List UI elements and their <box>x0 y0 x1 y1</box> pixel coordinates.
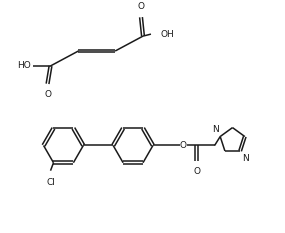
Text: Cl: Cl <box>46 178 55 187</box>
Text: OH: OH <box>161 30 175 39</box>
Text: O: O <box>44 90 51 99</box>
Text: O: O <box>179 141 186 150</box>
Text: HO: HO <box>17 62 30 70</box>
Text: N: N <box>242 154 249 163</box>
Text: O: O <box>137 2 144 11</box>
Text: N: N <box>212 125 219 134</box>
Text: O: O <box>193 167 200 176</box>
